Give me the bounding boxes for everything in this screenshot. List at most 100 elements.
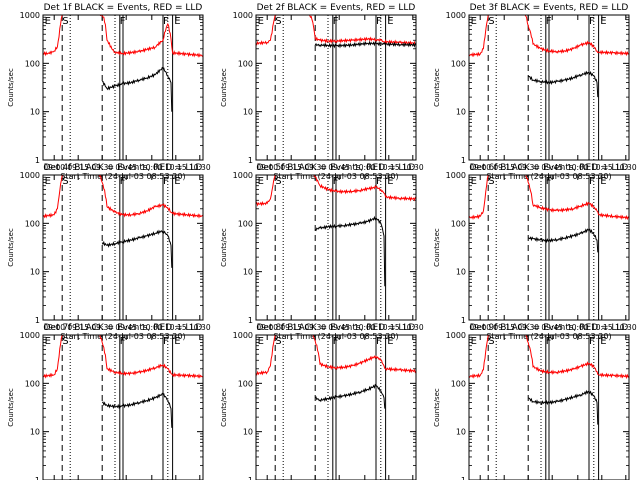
interval-label: S [488, 176, 494, 187]
plot-frame [468, 174, 630, 321]
interval-label: F [376, 336, 382, 347]
y-tick-label: 1 [461, 156, 466, 165]
y-tick-label: 10 [243, 428, 253, 437]
y-tick-label: 1 [35, 476, 40, 480]
events-series-line [101, 392, 173, 428]
detector-panel: Det 6f BLACK = Events, RED = LLD Counts/s… [433, 163, 637, 341]
interval-label: E [471, 16, 477, 27]
lld-series-line [469, 175, 629, 221]
x-tick-label: 09:15 [493, 163, 515, 172]
y-axis-label: Counts/sec [433, 388, 441, 427]
plot-frame [468, 334, 630, 480]
y-tick-label: 10 [30, 108, 40, 117]
lld-series-line [43, 175, 203, 219]
lld-series-line [469, 15, 629, 58]
interval-label: E [387, 336, 393, 347]
interval-label: E [174, 176, 180, 187]
detector-panel: Det 1f BLACK = Events, RED = LLD Counts/s… [7, 3, 211, 181]
chart-title: Det 5f BLACK = Events, RED = LLD [257, 163, 416, 173]
interval-label: F [546, 336, 552, 347]
y-tick-label: 100 [25, 219, 40, 228]
interval-label: F [589, 176, 595, 187]
y-tick-label: 100 [451, 379, 466, 388]
y-tick-label: 10 [456, 268, 466, 277]
events-series-line [527, 70, 599, 98]
y-tick-label: 1000 [233, 331, 253, 340]
y-tick-label: 100 [238, 59, 253, 68]
x-tick-label: 10:00 [567, 163, 589, 172]
x-tick-label: 09:45 [541, 163, 563, 172]
x-tick-label: 10:00 [354, 323, 376, 332]
y-axis-label: Counts/sec [220, 388, 228, 427]
y-tick-label: 1 [461, 476, 466, 480]
y-tick-label: 10 [456, 108, 466, 117]
chart-title: Det 7f BLACK = Events, RED = LLD [44, 323, 203, 333]
y-axis-label: Counts/sec [220, 228, 228, 267]
x-tick-label: 09:30 [91, 323, 113, 332]
interval-label: F [376, 176, 382, 187]
interval-label: F [120, 336, 126, 347]
chart-title: Det 8f BLACK = Events, RED = LLD [257, 323, 416, 333]
x-tick-label: 09:30 [304, 163, 326, 172]
plot-frame [255, 174, 417, 321]
y-tick-label: 10 [30, 428, 40, 437]
x-tick-label: 09:15 [67, 163, 89, 172]
x-tick-label: 09:30 [517, 323, 539, 332]
interval-label: E [387, 16, 393, 27]
x-tick-label: 10:15 [378, 323, 400, 332]
chart-title: Det 3f BLACK = Events, RED = LLD [470, 3, 629, 13]
interval-label: F [589, 336, 595, 347]
y-tick-label: 1000 [233, 171, 253, 180]
x-tick-label: 10:30 [402, 323, 424, 332]
x-tick-label: 09:45 [328, 323, 350, 332]
x-tick-label: 09:00 [469, 323, 491, 332]
interval-label: E [600, 16, 606, 27]
interval-label: F [333, 16, 339, 27]
interval-label: F [333, 176, 339, 187]
interval-label: S [275, 16, 281, 27]
y-tick-label: 1 [35, 316, 40, 325]
detector-panel: Det 7f BLACK = Events, RED = LLD Counts/s… [7, 323, 204, 480]
y-tick-label: 100 [238, 219, 253, 228]
interval-label: E [174, 16, 180, 27]
x-tick-label: 09:30 [517, 163, 539, 172]
x-tick-label: 10:15 [165, 323, 187, 332]
interval-label: E [258, 16, 264, 27]
y-axis-label: Counts/sec [7, 68, 15, 107]
x-tick-label: 10:00 [354, 163, 376, 172]
y-tick-label: 100 [451, 219, 466, 228]
x-tick-label: 09:45 [541, 323, 563, 332]
lld-series-line [469, 335, 629, 380]
detector-panel: Det 2f BLACK = Events, RED = LLD Counts/s… [220, 3, 424, 181]
plot-frame [42, 14, 204, 161]
x-tick-label: 09:00 [469, 163, 491, 172]
interval-label: S [275, 336, 281, 347]
x-tick-label: 09:15 [280, 323, 302, 332]
detector-panel: Det 9f BLACK = Events, RED = LLD Counts/s… [433, 323, 630, 480]
lld-series-line [43, 15, 203, 58]
lld-series-line [256, 175, 416, 207]
plot-frame [42, 174, 204, 321]
y-axis-label: Counts/sec [7, 228, 15, 267]
x-tick-label: 09:00 [43, 323, 65, 332]
y-tick-label: 100 [451, 59, 466, 68]
y-tick-label: 1000 [233, 11, 253, 20]
detector-panel: Det 8f BLACK = Events, RED = LLD Counts/s… [220, 323, 417, 480]
y-tick-label: 10 [243, 268, 253, 277]
x-tick-label: 10:15 [165, 163, 187, 172]
chart-title: Det 4f BLACK = Events, RED = LLD [44, 163, 203, 173]
y-tick-label: 10 [243, 108, 253, 117]
detector-panel: Det 3f BLACK = Events, RED = LLD Counts/s… [433, 3, 637, 181]
x-tick-label: 10:00 [567, 323, 589, 332]
x-tick-label: 09:45 [115, 163, 137, 172]
plot-frame [42, 334, 204, 480]
x-tick-label: 09:15 [493, 323, 515, 332]
interval-label: E [387, 176, 393, 187]
x-tick-label: 09:30 [304, 323, 326, 332]
x-tick-label: 09:45 [328, 163, 350, 172]
x-tick-label: 10:15 [378, 163, 400, 172]
y-tick-label: 1000 [446, 11, 466, 20]
x-tick-label: 09:15 [67, 323, 89, 332]
y-tick-label: 1000 [20, 171, 40, 180]
